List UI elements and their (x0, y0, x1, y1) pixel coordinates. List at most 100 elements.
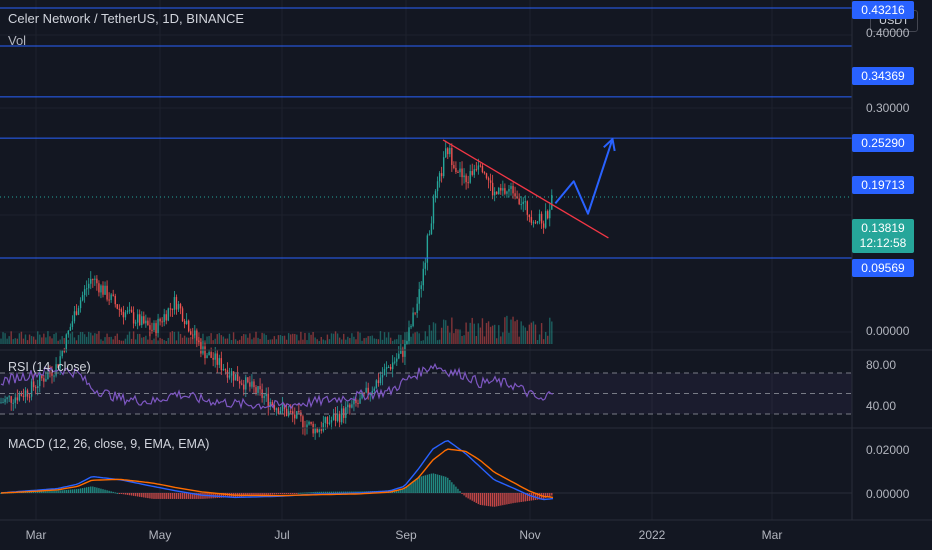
volume-bar (496, 338, 498, 344)
macd-histogram-bar (483, 493, 486, 506)
symbol-title[interactable]: Celer Network / TetherUS, 1D, BINANCE (8, 11, 244, 26)
macd-histogram-bar (416, 478, 418, 493)
volume-bar (526, 330, 529, 344)
volume-label[interactable]: Vol (8, 33, 27, 48)
candle-body (18, 393, 21, 401)
volume-bar (434, 323, 437, 344)
candle-body (279, 411, 282, 414)
candle-body (69, 326, 72, 331)
candle-body (328, 422, 331, 424)
candle-body (514, 193, 516, 197)
candle-body (534, 222, 537, 224)
macd-histogram-bar (465, 493, 467, 498)
rsi-y-tick: 40.00 (866, 399, 897, 413)
volume-bar (26, 340, 29, 344)
candle-body (94, 278, 96, 280)
level-badge[interactable]: 0.19713 (852, 176, 914, 194)
candle-body (122, 311, 125, 318)
macd-histogram-bar (181, 493, 184, 499)
macd-label[interactable]: MACD (12, 26, close, 9, EMA, EMA) (8, 437, 210, 451)
macd-histogram-bar (39, 491, 41, 493)
horizontal-levels[interactable] (0, 7, 852, 259)
macd-histogram-bar (349, 491, 351, 493)
macd-histogram-bar (69, 489, 72, 493)
volume-bar (104, 337, 106, 344)
candle-body (216, 353, 218, 365)
candle-body (402, 348, 404, 357)
candle-body (155, 323, 157, 333)
volume-bar (88, 331, 90, 344)
macd-histogram-bar (57, 490, 59, 493)
candle-body (251, 381, 253, 387)
candle-body (51, 372, 53, 376)
volume-bar (51, 338, 53, 344)
volume-bar (59, 339, 61, 344)
candle-body (324, 417, 327, 423)
y-tick-label: 0.40000 (866, 26, 910, 40)
candle-body (332, 414, 335, 420)
macd-histogram-bar (153, 493, 155, 499)
candle-body (116, 304, 118, 309)
candle-body (171, 308, 174, 310)
macd-histogram-bar (406, 486, 408, 493)
macd-histogram-bar (61, 490, 63, 493)
macd-histogram-bar (322, 491, 325, 493)
candle-body (214, 353, 216, 360)
candle-body (198, 340, 200, 343)
macd-histogram-bar (187, 493, 190, 499)
macd-histogram-bar (63, 490, 65, 493)
macd-histogram-bar (516, 493, 518, 503)
macd-histogram-bar (224, 493, 227, 498)
candle-body (96, 278, 98, 284)
candle-body (538, 213, 541, 222)
drawings[interactable] (442, 138, 616, 239)
macd-histogram-bar (308, 492, 310, 494)
candle-body (381, 375, 384, 378)
candle-body (379, 377, 382, 384)
volume-bar (326, 334, 329, 344)
candle-body (120, 309, 123, 312)
candle-body (143, 316, 145, 324)
macd-histogram-bar (544, 493, 547, 498)
volume-bar (463, 335, 465, 344)
macd-histogram-bar (493, 493, 496, 507)
macd-histogram-bar (316, 491, 318, 493)
candle-body (63, 350, 65, 352)
volume-bar (498, 325, 500, 344)
macd-histogram-bar (247, 493, 249, 497)
volume-bar (347, 336, 349, 344)
macd-histogram-bar (292, 493, 294, 494)
volume-bar (514, 321, 516, 344)
candle-body (141, 316, 143, 326)
candle-body (167, 308, 169, 321)
level-badge[interactable]: 0.34369 (852, 67, 914, 85)
candle-body (134, 322, 137, 324)
volume-bar (171, 331, 174, 344)
volume-bar (255, 331, 257, 344)
volume-bar (457, 329, 459, 344)
candle-body (255, 387, 257, 393)
rsi-label[interactable]: RSI (14, close) (8, 360, 91, 374)
volume-bar (277, 335, 280, 344)
level-badge[interactable]: 0.25290 (852, 134, 914, 152)
volume-bar (418, 333, 420, 344)
volume-bar (304, 332, 306, 344)
macd-histogram-bar (408, 485, 410, 493)
candle-body (359, 398, 361, 404)
volume-bar (57, 340, 59, 344)
level-badge[interactable]: 0.43216 (852, 1, 914, 19)
volume-bar (377, 339, 380, 344)
volume-bar (440, 327, 443, 344)
macd-histogram-bar (32, 491, 35, 493)
macd-histogram-bar (65, 489, 67, 493)
macd-histogram-bar (200, 493, 202, 499)
candle-body (445, 148, 447, 158)
macd-histogram-bar (136, 493, 139, 497)
level-badge[interactable]: 0.09569 (852, 259, 914, 277)
candle-body (353, 399, 355, 405)
candle-body (540, 213, 543, 224)
volume-bar (96, 333, 98, 344)
macd-histogram-bar (526, 493, 529, 502)
volume-bar (451, 317, 453, 344)
